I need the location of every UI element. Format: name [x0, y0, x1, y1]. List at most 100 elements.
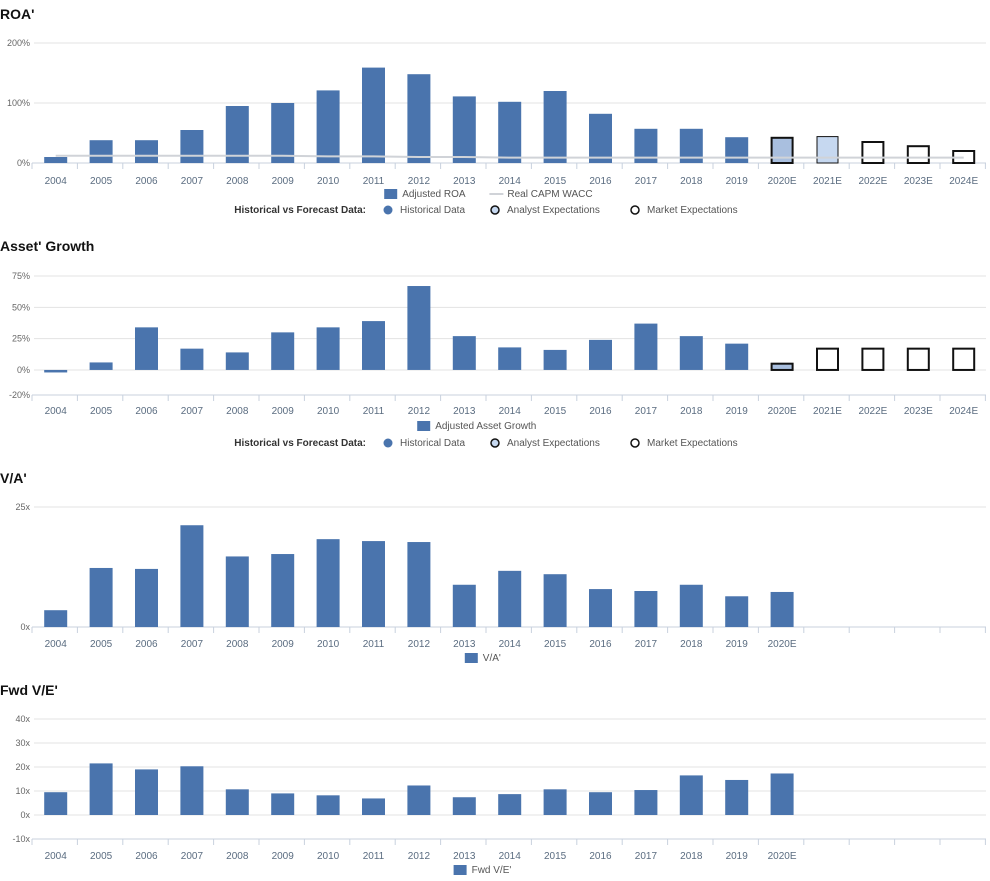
bar-roa [725, 137, 749, 163]
bar-va [407, 542, 431, 627]
x-tick-label: 2015 [544, 639, 567, 650]
bar-roa [634, 128, 658, 163]
chart-title: Asset' Growth [0, 238, 94, 254]
x-tick-label: 2013 [453, 176, 476, 187]
bar-asset-growth [679, 336, 703, 370]
x-tick-label: 2012 [408, 176, 431, 187]
forecast-legend-label: Analyst Expectations [507, 438, 600, 449]
x-tick-label: 2007 [181, 851, 204, 862]
x-tick-label: 2013 [453, 639, 476, 650]
x-tick-label: 2012 [408, 406, 431, 417]
x-tick-label: 2005 [90, 851, 113, 862]
bar-fwd-ve [452, 797, 476, 815]
x-tick-label: 2021E [813, 406, 842, 417]
legend-swatch [384, 189, 398, 199]
x-tick-label: 2004 [45, 851, 68, 862]
x-tick-label: 2018 [680, 851, 703, 862]
bar-va [362, 541, 385, 627]
bar-va [543, 574, 567, 627]
x-tick-label: 2011 [363, 406, 385, 417]
wacc-line [55, 154, 964, 159]
bar-fwd-ve [725, 779, 749, 815]
bar-asset-growth [362, 321, 385, 370]
bar-fwd-ve [634, 790, 658, 815]
x-tick-label: 2016 [589, 406, 612, 417]
y-tick-label: 40x [15, 714, 30, 724]
legend-swatch [464, 653, 478, 663]
bar-roa [906, 145, 930, 164]
bar-asset-growth [952, 347, 976, 371]
bar-asset-growth [770, 362, 794, 371]
bar-va [725, 596, 749, 627]
bar-asset-growth [861, 347, 885, 371]
forecast-legend-label: Analyst Expectations [507, 205, 600, 216]
bar-roa [589, 113, 612, 163]
bar-va [634, 591, 658, 627]
x-tick-label: 2009 [272, 176, 295, 187]
bar-asset-growth [589, 339, 612, 370]
x-tick-label: 2020E [768, 851, 797, 862]
x-tick-label: 2017 [635, 851, 658, 862]
bar-va [225, 556, 249, 627]
y-tick-label: 25x [15, 502, 30, 512]
bar-va [180, 525, 204, 627]
chart-title: ROA' [0, 6, 34, 22]
bar-asset-growth [816, 347, 839, 371]
x-tick-label: 2005 [90, 406, 113, 417]
bar-va [135, 568, 158, 627]
bar-roa [225, 106, 249, 163]
x-tick-label: 2006 [135, 851, 158, 862]
forecast-legend-label: Market Expectations [647, 205, 738, 216]
x-tick-label: 2012 [408, 639, 431, 650]
x-tick-label: 2010 [317, 639, 340, 650]
x-tick-label: 2007 [181, 406, 204, 417]
x-tick-label: 2005 [90, 176, 113, 187]
x-tick-label: 2004 [45, 176, 68, 187]
x-tick-label: 2017 [635, 406, 658, 417]
bar-roa [452, 96, 476, 163]
x-tick-label: 2018 [680, 639, 703, 650]
bar-va [679, 584, 703, 627]
x-tick-label: 2015 [544, 176, 567, 187]
x-tick-label: 2013 [453, 406, 476, 417]
x-tick-label: 2010 [317, 406, 340, 417]
bar-va [44, 610, 68, 627]
bar-fwd-ve [679, 775, 703, 815]
forecast-legend-title: Historical vs Forecast Data: [234, 438, 366, 449]
bar-fwd-ve [89, 763, 113, 815]
y-tick-label: 30x [15, 738, 30, 748]
bar-va [316, 539, 340, 627]
x-tick-label: 2016 [589, 851, 612, 862]
bar-roa [770, 136, 794, 165]
chart-va: V/A' 0x 25x 2004 2005 2006 2007 2008 2009 2010 201… [0, 470, 986, 664]
bar-roa [180, 130, 204, 163]
forecast-legend-label: Market Expectations [647, 438, 738, 449]
forecast-legend-marker [630, 438, 640, 448]
bar-roa [543, 91, 567, 163]
x-tick-label: 2007 [181, 176, 204, 187]
bar-fwd-ve [316, 795, 340, 815]
chart-fwd-ve: Fwd V/E' -10x 0x 10x 20x 30x 40x 2004 2005 2006 20… [0, 682, 986, 876]
x-tick-label: 2018 [680, 406, 703, 417]
bar-roa [271, 103, 295, 163]
bar-fwd-ve [498, 794, 522, 815]
bar-asset-growth [452, 336, 476, 370]
y-tick-label: 20x [15, 762, 30, 772]
y-tick-label: 0x [20, 810, 30, 820]
x-tick-label: 2020E [768, 176, 797, 187]
forecast-legend-marker [383, 438, 393, 448]
x-tick-label: 2016 [589, 639, 612, 650]
bar-asset-growth [634, 323, 658, 370]
x-tick-label: 2015 [544, 406, 567, 417]
bar-asset-growth [407, 286, 431, 370]
y-tick-label: 10x [15, 786, 30, 796]
x-tick-label: 2014 [499, 176, 522, 187]
bar-roa [316, 90, 340, 163]
forecast-legend-marker [490, 205, 500, 215]
x-tick-label: 2011 [363, 639, 385, 650]
legend-swatch [417, 421, 431, 431]
x-tick-label: 2007 [181, 639, 204, 650]
bar-fwd-ve [589, 792, 612, 815]
forecast-legend-label: Historical Data [400, 438, 465, 449]
x-tick-label: 2014 [499, 851, 522, 862]
